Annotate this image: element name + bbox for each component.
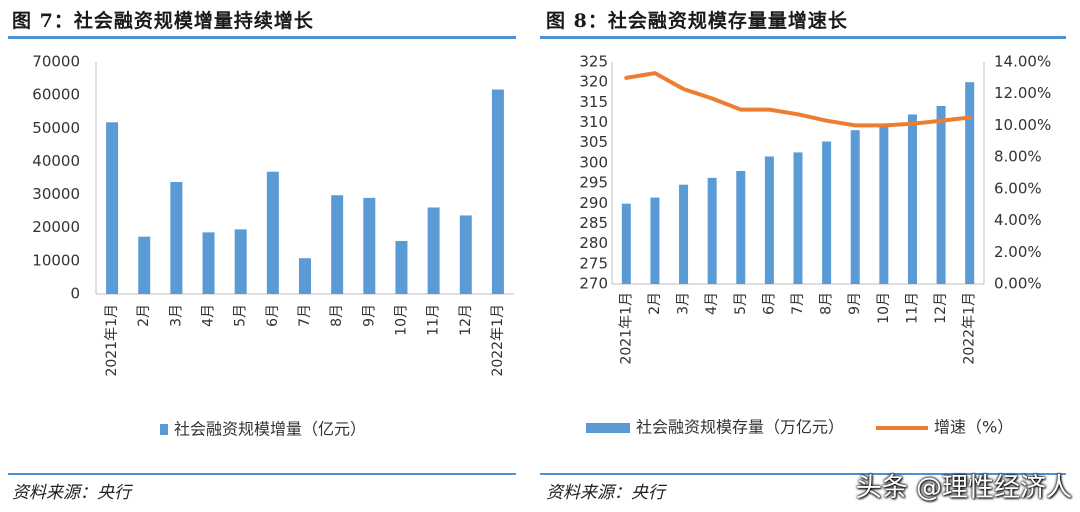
bar bbox=[707, 177, 717, 284]
figure-7-panel: 图 7：社会融资规模增量持续增长 0 10000 20000 30000 40000 50… bbox=[8, 10, 516, 503]
right-y-tick-label: 14.00% bbox=[994, 53, 1051, 71]
x-tick-label: 2月 bbox=[136, 304, 152, 327]
bar bbox=[907, 114, 917, 285]
x-tick-label: 4月 bbox=[201, 304, 217, 327]
left-y-tick-label: 310 bbox=[579, 113, 608, 131]
bar bbox=[491, 89, 504, 294]
right-y-tick-label: 4.00% bbox=[994, 211, 1042, 229]
left-y-tick-label: 270 bbox=[579, 275, 608, 293]
source-note: 资料来源：央行 bbox=[12, 483, 131, 503]
x-tick-label: 11月 bbox=[426, 304, 442, 336]
watermark: 头条 @理性经济人 bbox=[855, 473, 1072, 503]
bar bbox=[936, 105, 946, 284]
left-y-tick-label: 315 bbox=[579, 93, 608, 111]
legend-swatch bbox=[160, 424, 168, 435]
x-tick-label: 2021年1月 bbox=[104, 304, 120, 377]
x-tick-label: 2022年1月 bbox=[962, 292, 978, 365]
bar bbox=[736, 170, 746, 284]
x-tick-label: 10月 bbox=[876, 292, 892, 324]
x-tick-label: 6月 bbox=[761, 292, 777, 315]
bar bbox=[793, 152, 803, 284]
bar bbox=[170, 181, 183, 294]
x-tick-label: 4月 bbox=[704, 292, 720, 315]
figure-8-title: 图 8：社会融资规模存量量增速长 bbox=[546, 10, 848, 32]
bar bbox=[427, 207, 440, 294]
y-tick-label: 20000 bbox=[32, 218, 80, 236]
bar bbox=[879, 124, 889, 284]
right-y-tick-label: 6.00% bbox=[994, 179, 1042, 197]
y-tick-label: 60000 bbox=[32, 86, 80, 104]
bar bbox=[266, 171, 279, 294]
bar bbox=[138, 236, 151, 294]
top-rule bbox=[540, 36, 1066, 39]
bar bbox=[106, 122, 119, 294]
bar bbox=[621, 203, 631, 284]
financing-stock-combo-chart: 270 275 280 285 290 295 300 305 310 315 320 325 0.00… bbox=[579, 53, 1051, 437]
figure-8-panel: 图 8：社会融资规模存量量增速长 270 275 280 285 290 295 300 30… bbox=[540, 0, 1080, 512]
x-tick-label: 6月 bbox=[265, 304, 281, 327]
growth-rate-line bbox=[624, 71, 972, 128]
y-tick-label: 40000 bbox=[32, 152, 80, 170]
left-y-tick-label: 325 bbox=[579, 53, 608, 71]
left-y-tick-label: 290 bbox=[579, 194, 608, 212]
bar bbox=[459, 215, 472, 294]
bar bbox=[850, 130, 860, 284]
x-tick-label: 10月 bbox=[393, 304, 409, 336]
bar bbox=[202, 232, 215, 294]
x-tick-label: 2022年1月 bbox=[490, 304, 506, 377]
left-y-tick-label: 300 bbox=[579, 153, 608, 171]
y-tick-label: 70000 bbox=[32, 53, 80, 71]
x-tick-label: 2021年1月 bbox=[618, 292, 634, 365]
x-tick-label: 7月 bbox=[790, 292, 806, 315]
right-y-tick-label: 8.00% bbox=[994, 148, 1042, 166]
bottom-rule bbox=[8, 473, 516, 475]
bar bbox=[299, 258, 311, 294]
bar bbox=[395, 240, 408, 294]
legend-label: 社会融资规模增量（亿元） bbox=[174, 420, 366, 439]
new-financing-bar-chart: 0 10000 20000 30000 40000 50000 60000 70000 2021… bbox=[32, 53, 514, 439]
x-tick-label: 3月 bbox=[676, 292, 692, 315]
x-tick-label: 12月 bbox=[458, 304, 474, 336]
x-tick-label: 8月 bbox=[329, 304, 345, 327]
figure-7-title: 图 7：社会融资规模增量持续增长 bbox=[12, 10, 314, 32]
x-tick-label: 5月 bbox=[733, 292, 749, 315]
y-tick-label: 30000 bbox=[32, 185, 80, 203]
left-y-tick-label: 285 bbox=[579, 214, 608, 232]
right-y-tick-label: 2.00% bbox=[994, 243, 1042, 261]
legend-label-line: 增速（%） bbox=[934, 418, 1013, 437]
x-tick-label: 2月 bbox=[647, 292, 663, 315]
bar bbox=[363, 197, 376, 294]
bottom-rule bbox=[540, 473, 1066, 475]
x-tick-label: 9月 bbox=[847, 292, 863, 315]
left-y-tick-label: 295 bbox=[579, 174, 608, 192]
y-tick-label: 0 bbox=[70, 285, 80, 303]
bar bbox=[764, 156, 774, 284]
legend-swatch-bar bbox=[586, 423, 630, 433]
right-y-tick-label: 0.00% bbox=[994, 275, 1042, 293]
x-tick-label: 5月 bbox=[233, 304, 249, 327]
x-tick-label: 7月 bbox=[297, 304, 313, 327]
x-tick-label: 9月 bbox=[361, 304, 377, 327]
bar bbox=[234, 229, 247, 294]
bar bbox=[331, 195, 344, 294]
left-y-tick-label: 320 bbox=[579, 73, 608, 91]
bar bbox=[965, 82, 975, 284]
left-y-tick-label: 275 bbox=[579, 254, 608, 272]
y-tick-label: 50000 bbox=[32, 119, 80, 137]
left-y-tick-label: 305 bbox=[579, 133, 608, 151]
right-y-tick-label: 10.00% bbox=[994, 116, 1051, 134]
x-tick-label: 8月 bbox=[819, 292, 835, 315]
bar bbox=[679, 184, 689, 284]
legend-label-bar: 社会融资规模存量（万亿元） bbox=[636, 418, 844, 437]
x-tick-label: 3月 bbox=[168, 304, 184, 327]
y-tick-label: 10000 bbox=[32, 251, 80, 269]
x-tick-label: 11月 bbox=[904, 292, 920, 324]
left-y-tick-label: 280 bbox=[579, 234, 608, 252]
top-rule bbox=[8, 36, 516, 39]
bar bbox=[822, 141, 832, 284]
right-y-tick-label: 12.00% bbox=[994, 84, 1051, 102]
bar bbox=[650, 197, 660, 284]
source-note: 资料来源：央行 bbox=[546, 483, 665, 503]
x-tick-label: 12月 bbox=[933, 292, 949, 324]
